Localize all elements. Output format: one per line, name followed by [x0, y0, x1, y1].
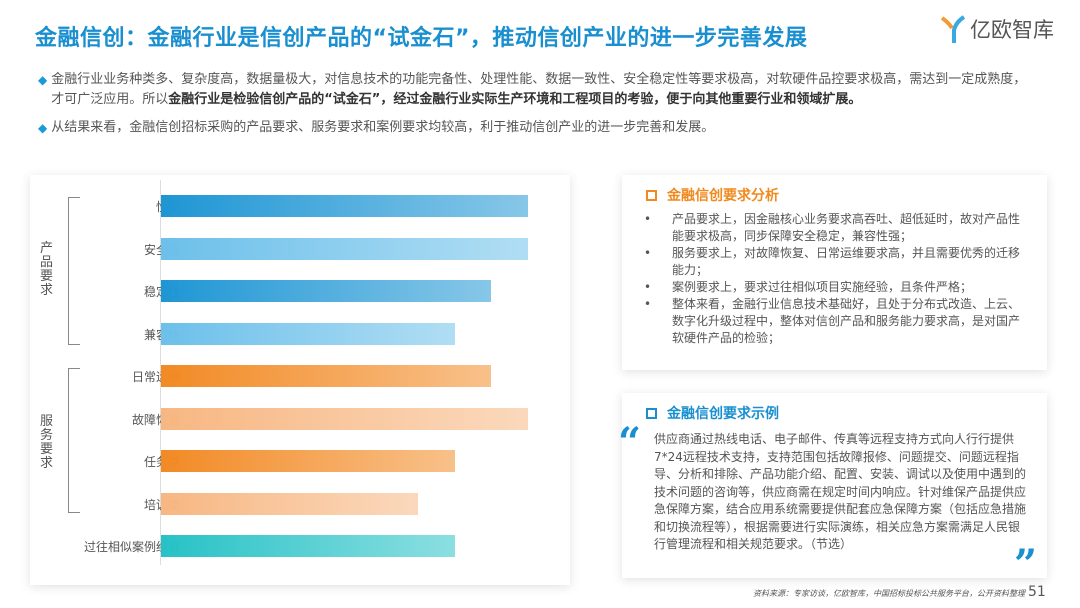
square-icon — [646, 189, 657, 201]
bar-label: 过往相似案例经验 — [83, 540, 180, 554]
diamond-icon: ◆ — [38, 121, 48, 135]
chart-axis — [160, 180, 161, 565]
list-item: • 整体来看，金融行业信息技术基础好，且处于分布式改造、上云、数字化升级过程中，整… — [644, 296, 1024, 347]
summary-bullets: ◆ 金融行业业务种类多、复杂度高，数据量极大，对信息技术的功能完备性、处理性能、数… — [38, 70, 1038, 146]
logo-icon — [940, 15, 966, 43]
example-quote: 供应商通过热线电话、电子邮件、传真等远程支持方式向人行行提供7*24远程技术支持… — [654, 432, 1027, 551]
bullet-2: ◆ 从结果来看，金融信创招标采购的产品要求、服务要求和案例要求均较高，利于推动信创… — [38, 118, 1038, 138]
list-item-text: 产品要求上，因金融核心业务要求高吞吐、超低延时，故对产品性能要求极高，同步保障安… — [672, 212, 1021, 243]
analysis-header: 金融信创要求分析 — [646, 185, 779, 205]
example-title: 金融信创要求示例 — [667, 406, 779, 422]
group-label-service: 服务要求 — [40, 414, 54, 471]
analysis-panel: 金融信创要求分析 • 产品要求上，因金融核心业务要求高吞吐、超低延时，故对产品性能… — [622, 175, 1047, 370]
analysis-title: 金融信创要求分析 — [667, 188, 779, 204]
bar-过往相似案例经验 — [161, 535, 455, 557]
bar-故障恢复 — [161, 407, 528, 430]
square-icon — [646, 407, 657, 419]
list-item: • 服务要求上，对故障恢复、日常运维要求高，并且需要优秀的迁移能力； — [644, 245, 1024, 279]
example-panel: 金融信创要求示例 “ 供应商通过热线电话、电子邮件、传真等远程支持方式向人行行提… — [618, 393, 1047, 588]
requirements-chart: 产品要求 服务要求 性能安全性稳定性兼容性日常运维故障恢复任务类培训类过往相似案… — [30, 175, 570, 585]
list-item-text: 案例要求上，要求过往相似项目实施经验，且条件严格； — [672, 280, 973, 294]
bracket-product — [68, 197, 80, 345]
bullet-1: ◆ 金融行业业务种类多、复杂度高，数据量极大，对信息技术的功能完备性、处理性能、数… — [38, 70, 1038, 110]
bar-稳定性 — [161, 280, 492, 302]
bar-性能 — [161, 195, 528, 217]
bracket-service — [68, 368, 80, 513]
bullet-bold-text: 金融行业是检验信创产品的“试金石”，经过金融行业实际生产环境和工程项目的考验，便… — [168, 92, 862, 107]
list-item-text: 整体来看，金融行业信息技术基础好，且处于分布式改造、上云、数字化升级过程中，整体… — [672, 297, 1021, 345]
close-quote-icon: ” — [1014, 541, 1038, 588]
analysis-list: • 产品要求上，因金融核心业务要求高吞吐、超低延时，故对产品性能要求极高，同步保障… — [644, 211, 1024, 347]
bar-安全性 — [161, 237, 528, 260]
bar-培训类 — [161, 492, 418, 515]
bullet-text: 从结果来看，金融信创招标采购的产品要求、服务要求和案例要求均较高，利于推动信创产… — [51, 120, 715, 135]
list-item: • 产品要求上，因金融核心业务要求高吞吐、超低延时，故对产品性能要求极高，同步保障… — [644, 211, 1024, 245]
logo: 亿欧智库 — [940, 14, 1054, 44]
bar-兼容性 — [161, 322, 455, 345]
group-label-product: 产品要求 — [40, 241, 54, 298]
bar-日常运维 — [161, 365, 492, 387]
list-item: • 案例要求上，要求过往相似项目实施经验，且条件严格； — [644, 280, 973, 294]
page-number: 51 — [1028, 584, 1046, 600]
open-quote-icon: “ — [618, 419, 642, 466]
source-note: 资料来源：专家访谈，亿欧智库，中国招标投标公共服务平台，公开资料整理 — [753, 589, 1025, 598]
bullet-text: 金融行业业务种类多、复杂度高，数据量极大，对信息技术的功能完备性、处理性能、数据… — [51, 72, 1027, 107]
example-header: 金融信创要求示例 — [646, 403, 779, 423]
logo-text: 亿欧智库 — [970, 18, 1054, 42]
diamond-icon: ◆ — [38, 73, 48, 87]
page-title: 金融信创：金融行业是信创产品的“试金石”，推动信创产业的进一步完善发展 — [35, 26, 808, 51]
bar-任务类 — [161, 450, 455, 472]
list-item-text: 服务要求上，对故障恢复、日常运维要求高，并且需要优秀的迁移能力； — [672, 246, 1021, 277]
